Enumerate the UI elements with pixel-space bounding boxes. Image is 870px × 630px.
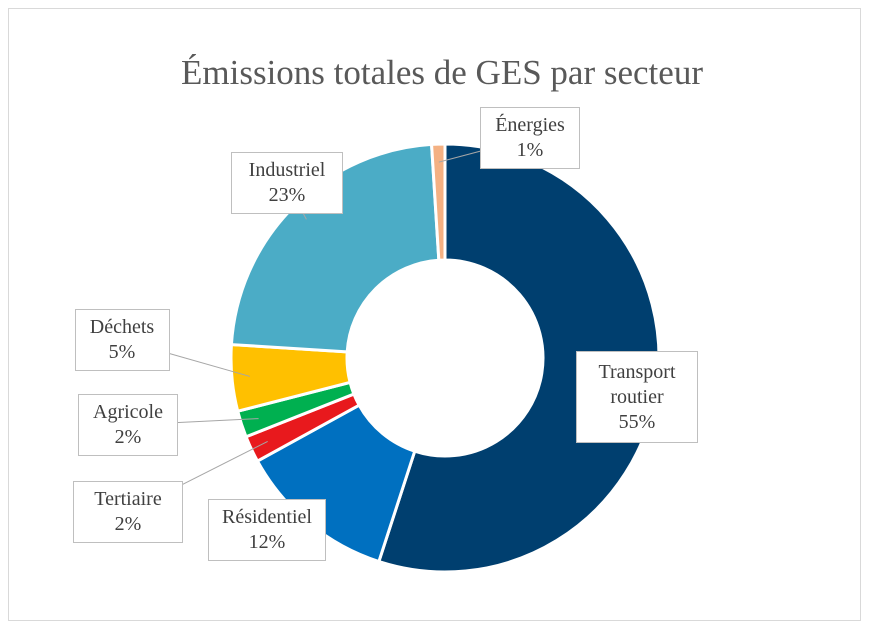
donut-slice	[429, 142, 447, 262]
value-label: 2%	[114, 426, 142, 448]
data-label-box: Résidentiel 12%	[208, 499, 326, 561]
value-label: 23%	[268, 184, 306, 206]
category-label: Déchets	[89, 316, 155, 338]
data-label: Résidentiel 12%	[208, 499, 326, 561]
data-label: Déchets 5%	[74, 309, 170, 371]
donut-slice	[255, 403, 417, 564]
data-label: Énergies 1%	[480, 107, 580, 169]
data-label-box: Agricole 2%	[78, 394, 178, 456]
data-label: Transport routier 55%	[576, 351, 698, 443]
value-label: 5%	[108, 341, 136, 363]
data-label: Industriel 23%	[231, 152, 343, 214]
data-label-box: Tertiaire 2%	[73, 481, 183, 543]
category-label: Tertiaire	[94, 488, 162, 510]
value-label: 2%	[114, 513, 142, 535]
value-label: 55%	[618, 410, 656, 433]
data-label-box: Déchets 5%	[74, 309, 170, 371]
category-label: Agricole	[93, 401, 163, 423]
chart-title: Émissions totales de GES par secteur	[181, 53, 703, 92]
data-label-box: Énergies 1%	[480, 107, 580, 169]
data-label: Agricole 2%	[78, 394, 178, 456]
donut-slice	[229, 142, 441, 354]
data-label-box: Industriel 23%	[231, 152, 343, 214]
category-label: Énergies	[495, 114, 565, 136]
category-label: Industriel	[248, 159, 326, 181]
value-label: 1%	[516, 139, 544, 161]
value-label: 12%	[248, 531, 286, 553]
category-label: Résidentiel	[222, 506, 312, 528]
category-label: Transport routier	[598, 360, 676, 408]
donut-slice	[376, 142, 661, 574]
data-label: Tertiaire 2%	[73, 481, 183, 543]
